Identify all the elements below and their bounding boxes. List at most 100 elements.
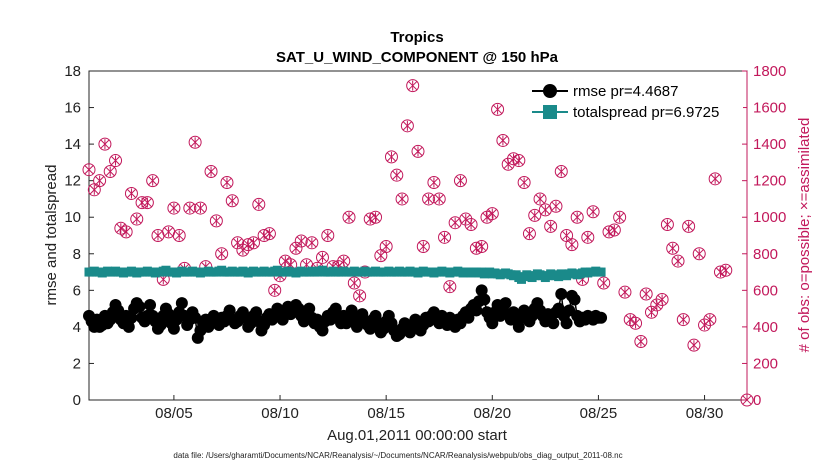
obs-possible-point [475, 239, 489, 253]
obs-assimilated-point [169, 203, 179, 214]
rmse-point [133, 300, 146, 313]
obs-possible-point [438, 230, 452, 244]
rmse-series [83, 284, 608, 344]
obs-possible-point [379, 239, 393, 253]
obs-possible-point [305, 236, 319, 250]
obs-possible-point [215, 247, 229, 261]
obs-possible-point [682, 219, 696, 233]
obs-assimilated-point [280, 256, 290, 267]
obs-possible-point [183, 201, 197, 215]
obs-possible-point [602, 225, 616, 239]
rmse-point [125, 311, 138, 324]
obs-assimilated-point [615, 212, 625, 223]
obs-assimilated-point [211, 215, 221, 226]
rmse-point [303, 302, 316, 315]
obs-assimilated-point [95, 175, 105, 186]
y2-tick-label: 1200 [753, 173, 786, 190]
rmse-point [560, 317, 573, 330]
obs-assimilated-point [408, 80, 418, 91]
obs-assimilated-point [206, 166, 216, 177]
y-tick-label: 4 [73, 319, 81, 336]
obs-assimilated-point [609, 225, 619, 236]
obs-possible-point [220, 175, 234, 189]
obs-assimilated-point [742, 395, 752, 405]
obs-assimilated-point [445, 281, 455, 292]
obs-possible-point [363, 212, 377, 226]
obs-assimilated-point [243, 239, 253, 250]
obs-possible-point [241, 238, 255, 252]
obs-possible-point [692, 247, 706, 261]
x-tick-label: 08/10 [261, 405, 299, 422]
obs-possible-point [676, 313, 690, 327]
obs-assimilated-point [105, 166, 115, 177]
obs-assimilated-point [646, 307, 657, 318]
obs-assimilated-point [434, 193, 444, 204]
obs-assimilated-point [599, 278, 609, 289]
obs-assimilated-point [562, 230, 572, 241]
y-axis-ticks: 0 2 4 6 8 10 12 14 16 18 [64, 63, 94, 409]
obs-possible-point [188, 135, 202, 149]
obs-assimilated-point [715, 267, 726, 278]
obs-possible-point [491, 102, 505, 116]
obs-possible-point [422, 192, 436, 206]
legend-rmse-marker [543, 84, 557, 98]
rmse-point [316, 324, 329, 337]
obs-possible-point [93, 174, 107, 188]
obs-assimilated-point [546, 221, 556, 232]
obs-possible-point [257, 229, 271, 242]
obs-assimilated-point [402, 120, 412, 131]
obs-possible-point [549, 199, 563, 213]
obs-assimilated-point [556, 166, 566, 177]
obs-possible-point [347, 276, 361, 290]
obs-possible-point [469, 241, 483, 255]
spread-point [596, 267, 606, 277]
obs-assimilated-point [174, 230, 184, 241]
obs-possible-point [533, 192, 547, 206]
obs-possible-point [432, 192, 446, 206]
obs-possible-point [666, 241, 680, 255]
rmse-point [144, 298, 157, 311]
obs-possible-point [671, 254, 685, 268]
obs-possible-point [146, 174, 160, 188]
rmse-point [595, 311, 608, 324]
obs-possible-point [629, 316, 643, 330]
obs-possible-point [453, 174, 467, 188]
obs-possible-point [581, 230, 595, 244]
obs-assimilated-point [689, 340, 699, 351]
obs-possible-point [103, 165, 117, 179]
obs-assimilated-point [705, 314, 715, 325]
y2-tick-label: 400 [753, 319, 778, 336]
obs-assimilated-point [482, 212, 492, 223]
obs-assimilated-point [89, 184, 99, 195]
chart-subtitle: SAT_U_WIND_COMPONENT @ 150 hPa [276, 49, 559, 66]
obs-assimilated-point [339, 256, 349, 267]
obs-assimilated-point [493, 104, 503, 115]
obs-possible-point [528, 208, 542, 222]
obs-assimilated-point [142, 197, 152, 208]
spread-series [84, 265, 606, 284]
y2-tick-label: 1000 [753, 209, 786, 226]
x-tick-label: 08/15 [367, 405, 405, 422]
obs-assimilated-point [132, 214, 142, 225]
obs-assimilated-point [291, 243, 301, 254]
y-tick-label: 10 [64, 209, 81, 226]
obs-assimilated-point [530, 210, 540, 221]
obs-possible-point [708, 172, 722, 186]
obs-possible-point [565, 238, 579, 252]
obs-assimilated-point [126, 188, 137, 199]
rmse-point [167, 322, 180, 335]
obs-assimilated-point [381, 241, 391, 252]
obs-possible-point [517, 175, 531, 189]
obs-possible-point [607, 223, 621, 237]
obs-assimilated-point [673, 256, 683, 267]
rmse-point [250, 306, 263, 319]
obs-possible-point [167, 201, 181, 215]
obs-assimilated-point [217, 248, 227, 259]
obs-possible-point [655, 292, 669, 306]
legend: rmse pr=4.4687 totalspread pr=6.9725 [526, 75, 743, 125]
obs-possible-point [544, 219, 558, 233]
obs-assimilated-point [519, 177, 529, 188]
obs-assimilated-point [110, 155, 121, 166]
obs-possible-point [644, 305, 658, 319]
obs-assimilated-point [604, 226, 614, 237]
